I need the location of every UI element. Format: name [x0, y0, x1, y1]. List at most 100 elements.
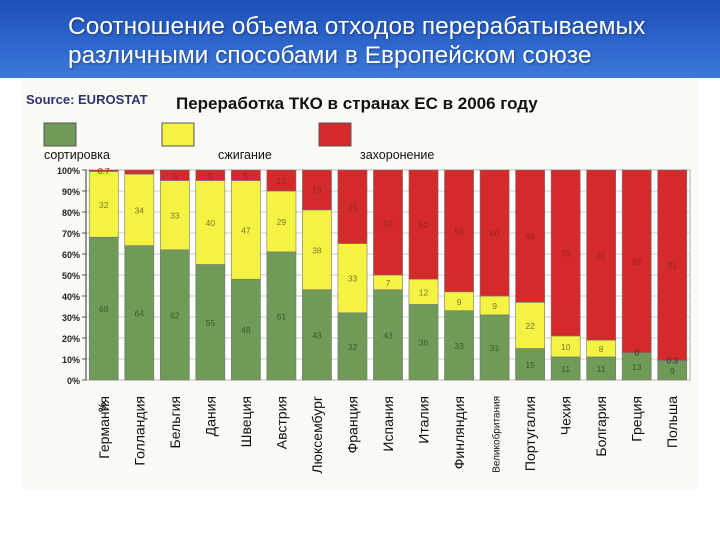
slide-bottom-area	[0, 490, 720, 540]
bar-label-сжигание-12: 22	[525, 321, 535, 331]
category-label-14: Болгария	[593, 396, 609, 457]
y-tick-label-6: 60%	[62, 250, 80, 260]
category-label-10: Финляндия	[451, 396, 467, 469]
bar-label-сортировка-4: 48	[241, 325, 251, 335]
bar-сжигание-1	[124, 173, 155, 246]
bar-label-сжигание-13: 10	[561, 342, 571, 352]
bar-сортировка-6	[302, 289, 332, 381]
legend-swatch-0	[43, 122, 77, 147]
y-tick-label-5: 50%	[62, 271, 80, 281]
category-label-1: Голландия	[131, 396, 147, 466]
bar-label-сортировка-5: 61	[277, 311, 287, 321]
bar-label-захоронение-3: 5	[208, 171, 213, 181]
bar-сортировка-3	[195, 264, 226, 381]
bar-label-сжигание-10: 9	[457, 297, 462, 307]
category-label-16: Польша	[664, 396, 680, 448]
bar-label-сортировка-3: 55	[206, 318, 216, 328]
bar-сжигание-4	[231, 180, 261, 280]
y-tick-label-3: 30%	[62, 313, 80, 323]
category-label-11: Великобритания	[491, 396, 503, 473]
bar-label-захоронение-11: 60	[490, 229, 500, 239]
bar-сортировка-9	[408, 304, 439, 381]
bar-label-захоронение-4: 5	[244, 171, 249, 181]
bar-label-сортировка-1: 64	[135, 308, 145, 318]
bar-захоронение-3	[195, 169, 226, 181]
bar-захоронение-7	[337, 169, 368, 244]
bar-label-сжигание-5: 29	[277, 217, 287, 227]
bar-захоронение-2	[159, 169, 190, 181]
bar-label-захоронение-12: 63	[525, 232, 535, 242]
y-tick-label-7: 70%	[62, 229, 80, 239]
bar-сортировка-10	[444, 310, 474, 381]
bar-label-сортировка-14: 11	[597, 364, 606, 374]
y-tick-label-9: 90%	[62, 187, 80, 197]
bar-захоронение-11	[479, 169, 510, 297]
bar-label-сжигание-2: 33	[170, 211, 180, 221]
bar-label-сжигание-0: 32	[99, 200, 109, 210]
boundary-label-0: 0	[634, 348, 639, 358]
bar-label-сжигание-1: 34	[135, 205, 145, 215]
category-label-0: Германия	[96, 396, 112, 459]
bar-сжигание-12	[515, 302, 545, 349]
y-tick-label-10: 100%	[57, 166, 80, 176]
category-label-4: Швеция	[238, 396, 254, 447]
bar-label-сжигание-6: 38	[312, 245, 322, 255]
category-label-15: Греция	[629, 396, 645, 442]
bar-сортировка-15	[621, 352, 652, 381]
bar-сжигание-2	[159, 180, 190, 251]
bar-label-сортировка-12: 15	[525, 360, 535, 370]
category-label-6: Люксембург	[309, 396, 325, 474]
bar-захоронение-5	[266, 169, 297, 192]
category-label-5: Австрия	[273, 396, 289, 449]
category-label-8: Испания	[380, 396, 396, 452]
bar-label-сжигание-4: 47	[241, 225, 251, 235]
slide-header: Соотношение объема отходов перерабатывае…	[0, 0, 720, 78]
category-label-3: Дания	[202, 396, 218, 436]
bar-label-захоронение-6: 19	[312, 185, 322, 195]
stacked-bar-chart: Source: EUROSTAT Переработка ТКО в страна…	[26, 92, 691, 474]
bar-сжигание-5	[266, 190, 297, 253]
bar-label-захоронение-0: 0.7	[98, 166, 110, 176]
bar-захоронение-16	[657, 169, 688, 361]
chart-figure: Source: EUROSTAT Переработка ТКО в страна…	[22, 78, 697, 490]
category-label-12: Португалия	[522, 396, 538, 471]
bar-label-захоронение-9: 52	[419, 220, 429, 230]
bar-label-захоронение-14: 81	[596, 251, 606, 261]
bar-label-сортировка-15: 13	[632, 362, 642, 372]
bar-захоронение-8	[373, 169, 403, 276]
bar-label-сортировка-10: 33	[454, 341, 464, 351]
bar-label-сортировка-9: 36	[419, 338, 429, 348]
category-label-7: Франция	[344, 396, 360, 453]
bar-захоронение-6	[302, 169, 332, 211]
chart-title: Переработка ТКО в странах ЕС в 2006 году	[176, 94, 538, 113]
category-label-9: Италия	[416, 396, 432, 444]
bar-сортировка-5	[266, 251, 297, 381]
y-tick-label-1: 10%	[62, 355, 80, 365]
legend-swatch-1	[161, 122, 195, 147]
bar-label-сжигание-8: 7	[386, 278, 391, 288]
bar-label-сортировка-6: 43	[312, 330, 322, 340]
legend-swatch-2	[318, 122, 352, 147]
legend-label-2: захоронение	[360, 148, 434, 162]
legend-label-1: сжигание	[218, 148, 272, 162]
bar-label-сжигание-14: 8	[599, 344, 604, 354]
bar-сортировка-0	[88, 236, 119, 381]
y-tick-label-0: 0%	[67, 376, 80, 386]
bar-label-сжигание-9: 12	[419, 287, 429, 297]
bar-label-захоронение-15: 87	[632, 257, 642, 267]
bar-label-сортировка-13: 11	[561, 364, 570, 374]
boundary-label-1: 0.3	[666, 355, 678, 365]
bar-label-сортировка-8: 43	[383, 330, 393, 340]
bar-сортировка-11	[479, 314, 510, 381]
y-tick-label-8: 80%	[62, 208, 80, 218]
bar-label-сортировка-11: 31	[490, 343, 500, 353]
bar-сжигание-0	[88, 171, 119, 238]
slide-title-line-1: Соотношение объема отходов перерабатывае…	[68, 13, 646, 40]
bar-label-захоронение-10: 58	[454, 226, 464, 236]
bar-захоронение-1	[124, 169, 155, 175]
bar-label-сортировка-0: 68	[99, 304, 109, 314]
bar-захоронение-13	[550, 169, 581, 337]
category-label-13: Чехия	[558, 396, 574, 435]
bar-label-захоронение-8: 50	[383, 218, 393, 228]
bar-захоронение-14	[586, 169, 617, 341]
